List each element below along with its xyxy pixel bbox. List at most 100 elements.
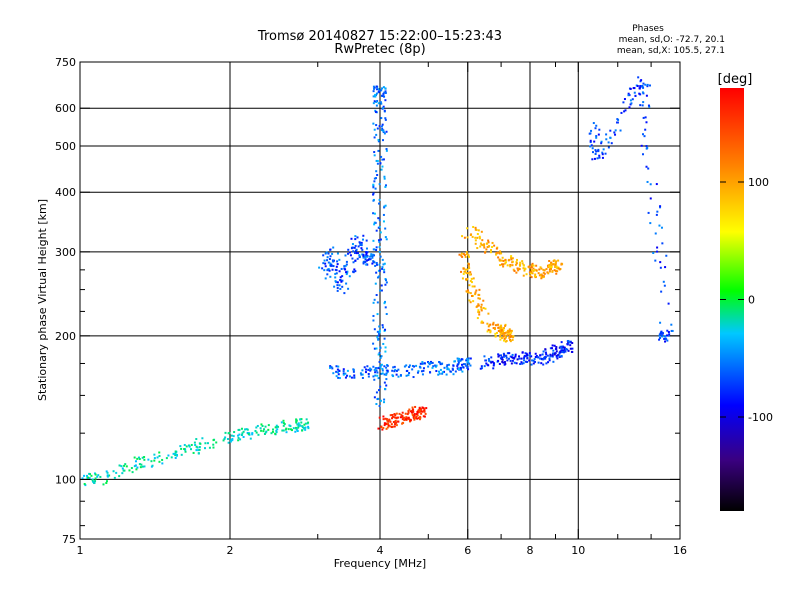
data-point: [532, 264, 535, 267]
data-point: [370, 254, 373, 257]
data-point: [473, 285, 476, 288]
data-point: [382, 418, 385, 421]
data-point: [325, 251, 328, 254]
data-point: [352, 250, 355, 253]
data-point: [659, 206, 662, 209]
data-point: [380, 289, 383, 292]
data-point: [384, 422, 387, 425]
data-point: [153, 459, 156, 462]
data-point: [420, 408, 423, 411]
data-point: [373, 180, 376, 183]
data-point: [471, 235, 474, 238]
data-point: [641, 91, 644, 94]
data-point: [212, 443, 215, 446]
data-point: [665, 338, 668, 341]
data-point: [375, 369, 378, 372]
data-point: [567, 339, 570, 342]
data-point: [295, 419, 298, 422]
data-point: [197, 449, 200, 452]
data-point: [359, 243, 362, 246]
data-point: [492, 321, 495, 324]
data-point: [482, 307, 485, 310]
data-point: [361, 238, 364, 241]
data-point: [655, 213, 658, 216]
data-point: [379, 255, 382, 258]
data-point: [373, 347, 376, 350]
data-point: [289, 425, 292, 428]
data-point: [251, 432, 254, 435]
data-point: [421, 361, 424, 364]
data-point: [391, 369, 394, 372]
data-point: [555, 350, 558, 353]
data-point: [404, 412, 407, 415]
data-point: [558, 346, 561, 349]
data-point: [460, 358, 463, 361]
data-point: [134, 464, 137, 467]
data-point: [94, 473, 97, 476]
data-point: [501, 332, 504, 335]
data-point: [346, 271, 349, 274]
data-point: [379, 238, 382, 241]
data-point: [494, 335, 497, 338]
data-point: [378, 325, 381, 328]
data-point: [503, 353, 506, 356]
data-point: [401, 411, 404, 414]
data-point: [595, 135, 598, 138]
data-point: [358, 241, 361, 244]
data-point: [641, 133, 644, 136]
data-point: [374, 374, 377, 377]
data-point: [428, 363, 431, 366]
data-point: [383, 205, 386, 208]
data-point: [597, 133, 600, 136]
data-point: [405, 418, 408, 421]
data-point: [610, 142, 613, 145]
data-point: [323, 259, 326, 262]
data-point: [348, 275, 351, 278]
data-point: [338, 270, 341, 273]
data-point: [499, 264, 502, 267]
data-point: [120, 465, 123, 468]
data-point: [378, 269, 381, 272]
data-point: [443, 366, 446, 369]
data-point: [668, 333, 671, 336]
data-point: [375, 159, 378, 162]
data-point: [363, 366, 366, 369]
data-point: [378, 125, 381, 128]
data-point: [380, 168, 383, 171]
data-point: [569, 344, 572, 347]
stats-heading: Phases: [632, 24, 664, 34]
data-point: [237, 428, 240, 431]
data-point: [553, 344, 556, 347]
data-point: [246, 431, 249, 434]
data-point: [372, 365, 375, 368]
data-point: [417, 409, 420, 412]
data-point: [633, 91, 636, 94]
data-point: [504, 324, 507, 327]
data-point: [506, 352, 509, 355]
data-point: [407, 410, 410, 413]
data-point: [372, 90, 375, 93]
data-point: [457, 361, 460, 364]
data-point: [376, 398, 379, 401]
data-point: [492, 323, 495, 326]
data-point: [640, 79, 643, 82]
data-point: [528, 271, 531, 274]
stats-line-x: mean, sd,X: 105.5, 27.1: [617, 46, 725, 56]
data-point: [502, 335, 505, 338]
data-point: [551, 355, 554, 358]
data-point: [208, 446, 211, 449]
data-point: [424, 412, 427, 415]
data-point: [462, 252, 465, 255]
data-point: [374, 282, 377, 285]
data-point: [638, 87, 641, 90]
data-point: [559, 350, 562, 353]
data-point: [372, 342, 375, 345]
data-point: [384, 300, 387, 303]
data-point: [590, 144, 593, 147]
data-point: [636, 85, 639, 88]
data-point: [375, 170, 378, 173]
data-point: [381, 94, 384, 97]
data-point: [267, 424, 270, 427]
data-point: [254, 429, 257, 432]
data-point: [364, 258, 367, 261]
